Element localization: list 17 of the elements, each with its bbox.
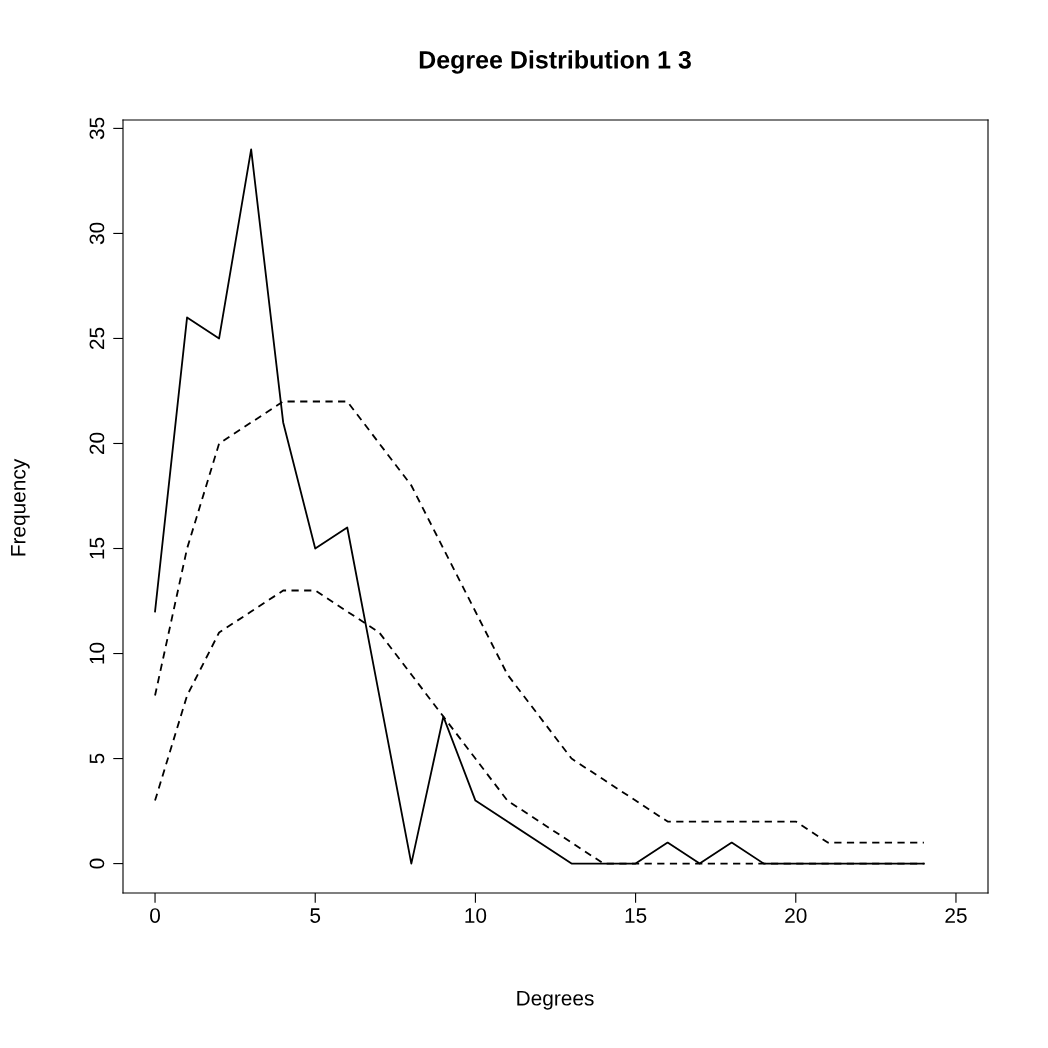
y-tick-label: 25 xyxy=(89,327,105,349)
y-tick-label: 15 xyxy=(89,537,105,559)
y-tick-label: 5 xyxy=(89,753,105,764)
y-tick-label: 35 xyxy=(89,117,105,140)
y-tick-label: 0 xyxy=(89,858,105,869)
x-tick-label: 15 xyxy=(625,908,647,923)
y-tick-label: 20 xyxy=(89,432,105,455)
x-tick-label: 25 xyxy=(945,908,967,923)
y-tick-label: 10 xyxy=(89,642,105,664)
chart-title: Degree Distribution 1 3 xyxy=(419,50,691,74)
x-tick-label: 10 xyxy=(465,908,487,923)
x-tick-label: 20 xyxy=(785,908,807,923)
y-tick-label: 30 xyxy=(89,222,105,245)
x-tick-label: 0 xyxy=(150,908,161,923)
y-axis-title: Frequency xyxy=(11,458,30,556)
x-tick-label: 5 xyxy=(310,908,321,923)
x-axis-title: Degrees xyxy=(517,991,594,1010)
